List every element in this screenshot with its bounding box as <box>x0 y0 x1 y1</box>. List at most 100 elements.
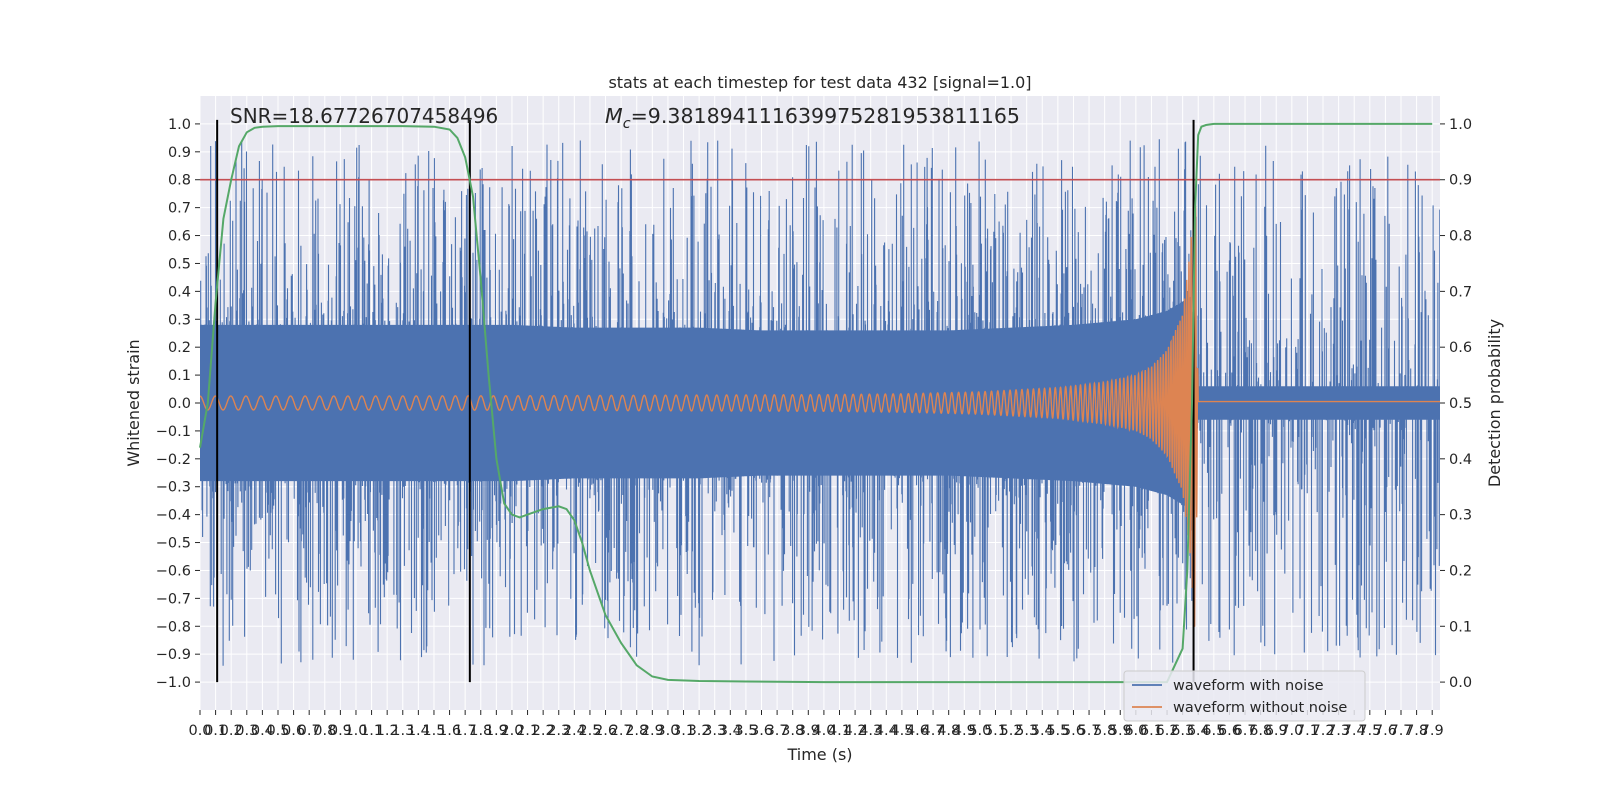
x-axis-ticks: 0.00.10.20.30.40.50.60.70.80.91.01.11.21… <box>188 710 1444 739</box>
chirp-mass-value: =9.381894111639975281953811165 <box>631 104 1020 128</box>
x-tick-label-72: 7.2 <box>1311 723 1334 739</box>
x-tick-label-42: 4.2 <box>844 723 867 739</box>
y2-tick-label-2: 0.2 <box>1449 563 1472 579</box>
x-tick-label-10: 1.0 <box>344 723 367 739</box>
y-tick-label-9: −0.1 <box>156 424 191 440</box>
y-tick-label-17: 0.7 <box>168 201 191 217</box>
x-tick-label-66: 6.6 <box>1218 723 1241 739</box>
plot-marks <box>200 139 1440 666</box>
x-tick-label-53: 5.3 <box>1015 723 1038 739</box>
x-tick-label-14: 1.4 <box>407 723 430 739</box>
y-tick-label-2: −0.8 <box>156 619 191 635</box>
x-tick-label-9: 0.9 <box>329 723 352 739</box>
legend-box <box>1123 670 1366 722</box>
y-tick-label-6: −0.4 <box>156 508 191 524</box>
x-tick-label-71: 7.1 <box>1296 723 1319 739</box>
x-tick-label-33: 3.3 <box>703 723 726 739</box>
x-tick-label-44: 4.4 <box>875 723 898 739</box>
x-tick-label-56: 5.6 <box>1062 723 1085 739</box>
x-tick-label-40: 4.0 <box>812 723 835 739</box>
x-tick-label-0: 0.0 <box>188 723 211 739</box>
legend-label-clean: waveform without noise <box>1173 700 1347 716</box>
chirp-mass-subscript: c <box>623 116 631 132</box>
x-tick-label-7: 0.7 <box>298 723 321 739</box>
x-tick-label-6: 0.6 <box>282 723 305 739</box>
x-tick-label-61: 6.1 <box>1140 723 1163 739</box>
plot-overlay <box>199 119 1440 684</box>
x-tick-label-55: 5.5 <box>1046 723 1069 739</box>
x-tick-label-63: 6.3 <box>1171 723 1194 739</box>
x-tick-label-47: 4.7 <box>922 723 945 739</box>
x-tick-label-75: 7.5 <box>1358 723 1381 739</box>
x-tick-label-29: 2.9 <box>641 723 664 739</box>
x-tick-label-8: 0.8 <box>313 723 336 739</box>
x-tick-label-28: 2.8 <box>625 723 648 739</box>
x-tick-label-77: 7.7 <box>1389 723 1412 739</box>
x-tick-label-46: 4.6 <box>906 723 929 739</box>
x-tick-label-39: 3.9 <box>797 723 820 739</box>
x-tick-label-12: 1.2 <box>376 723 399 739</box>
y2-tick-label-10: 1.0 <box>1449 117 1472 133</box>
x-tick-label-62: 6.2 <box>1156 723 1179 739</box>
x-tick-label-59: 5.9 <box>1109 723 1132 739</box>
y2-tick-label-7: 0.7 <box>1449 284 1472 300</box>
x-tick-label-26: 2.6 <box>594 723 617 739</box>
snr-annotation: SNR=18.67726707458496 <box>230 104 498 128</box>
y-axis-ticks: −1.0 −0.9 −0.8 −0.7 −0.6 −0.5 −0.4 −0.3 −0.2 −0.1… <box>156 117 200 691</box>
series-waveform-with-noise <box>200 139 1440 666</box>
y-tick-label-1: −0.9 <box>156 647 191 663</box>
x-tick-label-11: 1.1 <box>360 723 383 739</box>
x-tick-label-31: 3.1 <box>672 723 695 739</box>
x-tick-label-74: 7.4 <box>1343 723 1366 739</box>
x-tick-label-65: 6.5 <box>1202 723 1225 739</box>
x-tick-label-41: 4.1 <box>828 723 851 739</box>
y-tick-label-12: 0.2 <box>168 340 191 356</box>
y2-tick-label-4: 0.4 <box>1449 452 1472 468</box>
x-tick-label-37: 3.7 <box>766 723 789 739</box>
y2-tick-label-1: 0.1 <box>1449 619 1472 635</box>
x-tick-label-38: 3.8 <box>781 723 804 739</box>
x-tick-label-67: 6.7 <box>1234 723 1257 739</box>
x-tick-label-32: 3.2 <box>688 723 711 739</box>
x-tick-label-15: 1.5 <box>422 723 445 739</box>
chart-title: stats at each timestep for test data 432… <box>608 73 1031 92</box>
x-axis-label: Time (s) <box>786 745 852 764</box>
y-axis-label: Whitened strain <box>124 339 143 466</box>
x-tick-label-4: 0.4 <box>251 723 274 739</box>
x-tick-label-3: 0.3 <box>235 723 258 739</box>
y-tick-label-13: 0.3 <box>168 312 191 328</box>
x-tick-label-27: 2.7 <box>610 723 633 739</box>
series-detection-probability <box>199 122 1433 684</box>
y-tick-label-0: −1.0 <box>156 675 191 691</box>
x-tick-label-73: 7.3 <box>1327 723 1350 739</box>
x-tick-label-34: 3.4 <box>719 723 742 739</box>
x-tick-label-70: 7.0 <box>1280 723 1303 739</box>
y-tick-label-8: −0.2 <box>156 452 191 468</box>
legend-label-noise: waveform with noise <box>1173 678 1324 694</box>
x-tick-label-5: 0.5 <box>266 723 289 739</box>
x-tick-label-64: 6.4 <box>1187 723 1210 739</box>
y2-tick-label-6: 0.6 <box>1449 340 1472 356</box>
x-tick-label-50: 5.0 <box>968 723 991 739</box>
x-tick-label-76: 7.6 <box>1374 723 1397 739</box>
series-waveform-without-noise <box>200 199 1440 627</box>
x-tick-label-79: 7.9 <box>1421 723 1444 739</box>
x-tick-label-52: 5.2 <box>1000 723 1023 739</box>
x-tick-label-54: 5.4 <box>1031 723 1054 739</box>
x-tick-label-23: 2.3 <box>547 723 570 739</box>
y-tick-label-19: 0.9 <box>168 145 191 161</box>
x-tick-label-22: 2.2 <box>532 723 555 739</box>
x-tick-label-13: 1.3 <box>391 723 414 739</box>
x-tick-label-19: 1.9 <box>485 723 508 739</box>
x-tick-label-1: 0.1 <box>204 723 227 739</box>
x-tick-label-43: 4.3 <box>859 723 882 739</box>
y2-tick-label-5: 0.5 <box>1449 396 1472 412</box>
y-tick-label-5: −0.5 <box>156 536 191 552</box>
x-tick-label-16: 1.6 <box>438 723 461 739</box>
x-tick-label-30: 3.0 <box>656 723 679 739</box>
y2-tick-label-9: 0.9 <box>1449 173 1472 189</box>
chirp-mass-symbol: M <box>605 104 623 128</box>
y-tick-label-15: 0.5 <box>168 256 191 272</box>
x-tick-label-49: 4.9 <box>953 723 976 739</box>
